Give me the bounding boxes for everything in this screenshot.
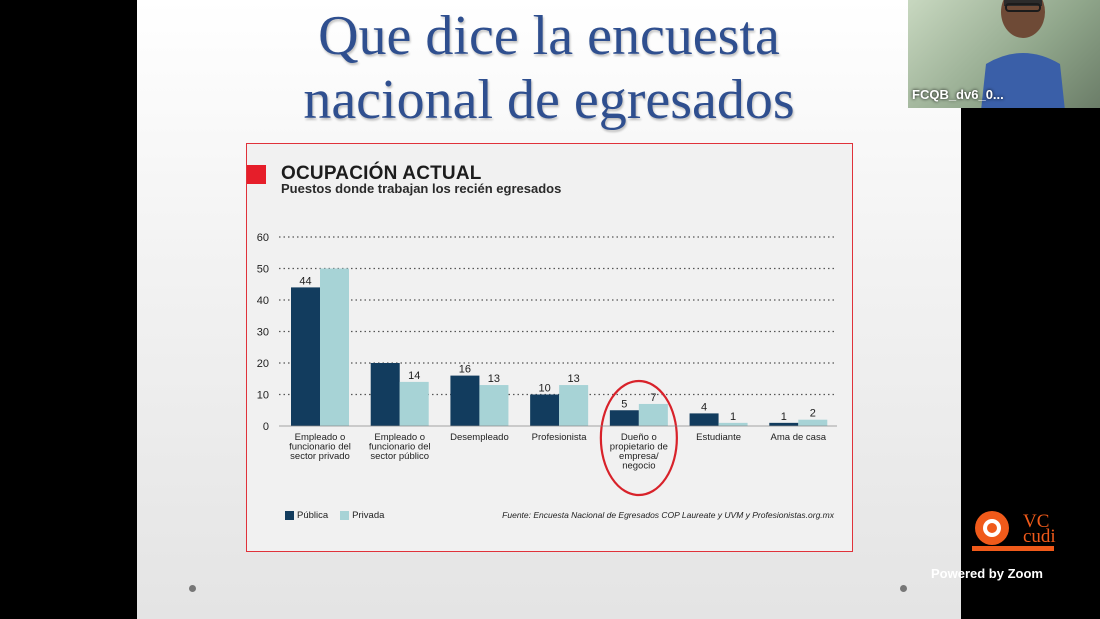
chart-panel: OCUPACIÓN ACTUAL Puestos donde trabajan …: [246, 143, 853, 552]
y-tick-label: 20: [257, 358, 269, 370]
y-tick-label: 40: [257, 295, 269, 307]
x-tick-label: Dueño o: [621, 432, 657, 443]
presentation-slide: Que dice la encuesta nacional de egresad…: [137, 0, 961, 619]
y-tick-label: 50: [257, 264, 269, 276]
bar: [530, 394, 560, 426]
x-tick-label: Empleado o: [374, 432, 425, 443]
bar: [798, 419, 828, 426]
x-tick-label: sector privado: [290, 451, 350, 462]
y-tick-label: 60: [257, 232, 269, 244]
x-tick-label: Ama de casa: [771, 432, 827, 443]
vc-logo-bottom: cudi: [1023, 526, 1056, 547]
x-tick-label: funcionario del: [289, 442, 351, 453]
slide-title-line-1: Que dice la encuesta: [318, 5, 780, 67]
y-tick-label: 0: [263, 421, 269, 433]
chart-title: OCUPACIÓN ACTUAL: [281, 163, 482, 184]
bar: [609, 410, 639, 426]
legend-label-privada: Privada: [352, 510, 385, 521]
slide-nav-dot-right[interactable]: [900, 585, 907, 592]
x-tick-label: empresa/: [619, 451, 659, 462]
data-label: 16: [459, 364, 471, 376]
x-tick-label: funcionario del: [369, 442, 431, 453]
bar: [479, 385, 509, 426]
participant-video[interactable]: FCQB_dv6_0...: [908, 0, 1100, 108]
x-tick-label: Profesionista: [532, 432, 588, 443]
highlight-circle: [599, 379, 678, 497]
x-tick-label: propietario de: [610, 442, 668, 453]
data-label: 10: [539, 383, 551, 395]
data-label: 5: [621, 398, 627, 410]
bar: [689, 413, 719, 426]
bar: [320, 268, 349, 426]
data-label: 1: [781, 411, 787, 423]
chart-subtitle: Puestos donde trabajan los recién egresa…: [281, 181, 562, 196]
bar: [450, 375, 480, 426]
slide-nav-dot-left[interactable]: [189, 585, 196, 592]
data-label: 7: [650, 392, 656, 404]
legend-label-publica: Pública: [297, 510, 329, 521]
powered-by-zoom: Powered by Zoom: [931, 566, 1043, 581]
x-tick-label: sector público: [370, 451, 429, 462]
slide-title: Que dice la encuesta nacional de egresad…: [137, 4, 961, 132]
chart-legend: Pública Privada: [285, 510, 396, 521]
legend-swatch-publica: [285, 511, 294, 520]
x-tick-label: negocio: [622, 461, 655, 472]
legend-item-publica: Pública: [285, 510, 328, 521]
chart-source: Fuente: Encuesta Nacional de Egresados C…: [502, 510, 834, 520]
data-label: 13: [488, 373, 500, 385]
vc-cudi-logo-text: VC cudi: [1023, 511, 1056, 547]
y-tick-label: 10: [257, 390, 269, 402]
y-tick-label: 30: [257, 327, 269, 339]
bar: [559, 385, 589, 426]
bar: [291, 287, 320, 426]
bar: [769, 422, 799, 426]
data-label: 13: [568, 373, 580, 385]
data-label: 1: [730, 411, 736, 423]
slide-title-line-2: nacional de egresados: [303, 69, 795, 131]
x-tick-label: Empleado o: [295, 432, 346, 443]
vc-cudi-logo: [972, 511, 1054, 551]
bar: [399, 381, 429, 426]
data-label: 2: [810, 408, 816, 420]
vc-logo-top: VC: [1023, 511, 1050, 532]
data-label: 14: [408, 370, 420, 382]
legend-item-privada: Privada: [340, 510, 384, 521]
x-tick-label: Desempleado: [450, 432, 509, 443]
participant-avatar: [981, 0, 1065, 108]
x-tick-label: Estudiante: [696, 432, 741, 443]
bar: [718, 422, 748, 426]
data-label: 44: [299, 275, 311, 287]
bar: [638, 403, 668, 426]
data-label: 4: [701, 401, 707, 413]
legend-swatch-privada: [340, 511, 350, 520]
participant-name: FCQB_dv6_0...: [912, 87, 1004, 102]
bar: [370, 363, 400, 426]
chart-title-marker: [247, 165, 266, 184]
